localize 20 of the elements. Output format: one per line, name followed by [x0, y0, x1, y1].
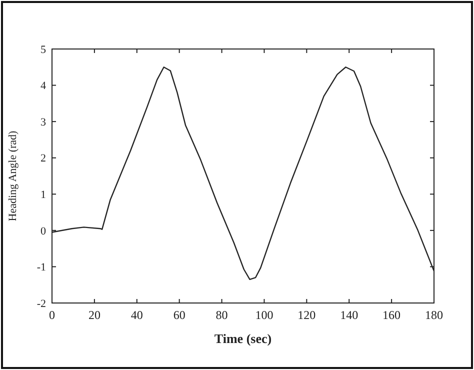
x-tick-label: 0 — [49, 308, 55, 322]
x-tick-label: 140 — [340, 308, 358, 322]
y-tick-label: 1 — [40, 188, 46, 201]
y-tick-label: 2 — [40, 152, 46, 165]
x-tick-label: 60 — [173, 308, 186, 322]
y-tick-label: -1 — [36, 262, 46, 274]
x-tick-label: 40 — [130, 308, 143, 322]
x-axis-title: Time (sec) — [214, 331, 272, 346]
y-axis-title: Heading Angle (rad) — [7, 130, 19, 222]
x-tick-label: 100 — [255, 308, 274, 322]
y-tick-label: 4 — [40, 80, 46, 92]
y-tick-label: 3 — [40, 116, 46, 128]
x-tick-label: 80 — [216, 308, 228, 322]
x-tick-label: 20 — [88, 308, 100, 322]
x-tick-label: 120 — [298, 308, 316, 322]
y-tick-label: 0 — [40, 225, 46, 238]
y-tick-label: 5 — [40, 44, 46, 56]
x-tick-label: 180 — [425, 308, 443, 322]
x-tick-label: 160 — [382, 308, 401, 322]
y-tick-label: -2 — [36, 298, 46, 310]
